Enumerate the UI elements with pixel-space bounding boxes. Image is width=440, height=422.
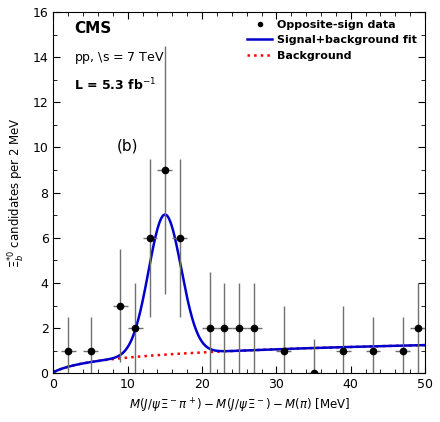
Text: (b): (b) (117, 138, 138, 154)
Y-axis label: $\Xi_b^{*0}$ candidates per 2 MeV: $\Xi_b^{*0}$ candidates per 2 MeV (7, 117, 27, 268)
Signal+background fit (422, 343, 428, 348)
Background (215, 349, 220, 354)
X-axis label: $M(J/\psi\,\Xi^-\pi^+) - M(J/\psi\,\Xi^-) - M(\pi)$ [MeV]: $M(J/\psi\,\Xi^-\pi^+) - M(J/\psi\,\Xi^-… (128, 397, 350, 415)
Text: CMS: CMS (74, 21, 111, 36)
Background (306, 346, 311, 351)
Signal+background fit (162, 212, 168, 217)
Background (89, 360, 94, 365)
Signal+background fit (348, 344, 353, 349)
Background (201, 350, 206, 355)
Line: Signal+background fit: Signal+background fit (54, 215, 425, 372)
Signal+background fit (51, 370, 56, 375)
Text: L = 5.3 fb$^{-1}$: L = 5.3 fb$^{-1}$ (74, 77, 156, 94)
Background (347, 344, 352, 349)
Signal+background fit (215, 348, 220, 353)
Signal+background fit (89, 360, 94, 365)
Background (422, 343, 428, 348)
Background (51, 370, 56, 375)
Signal+background fit (306, 346, 312, 351)
Legend: Opposite-sign data, Signal+background fit, Background: Opposite-sign data, Signal+background fi… (243, 15, 422, 65)
Signal+background fit (202, 342, 207, 347)
Line: Background: Background (54, 345, 425, 372)
Text: pp, $\backslash$s = 7 TeV: pp, $\backslash$s = 7 TeV (74, 50, 165, 66)
Background (341, 345, 346, 350)
Signal+background fit (341, 345, 346, 350)
